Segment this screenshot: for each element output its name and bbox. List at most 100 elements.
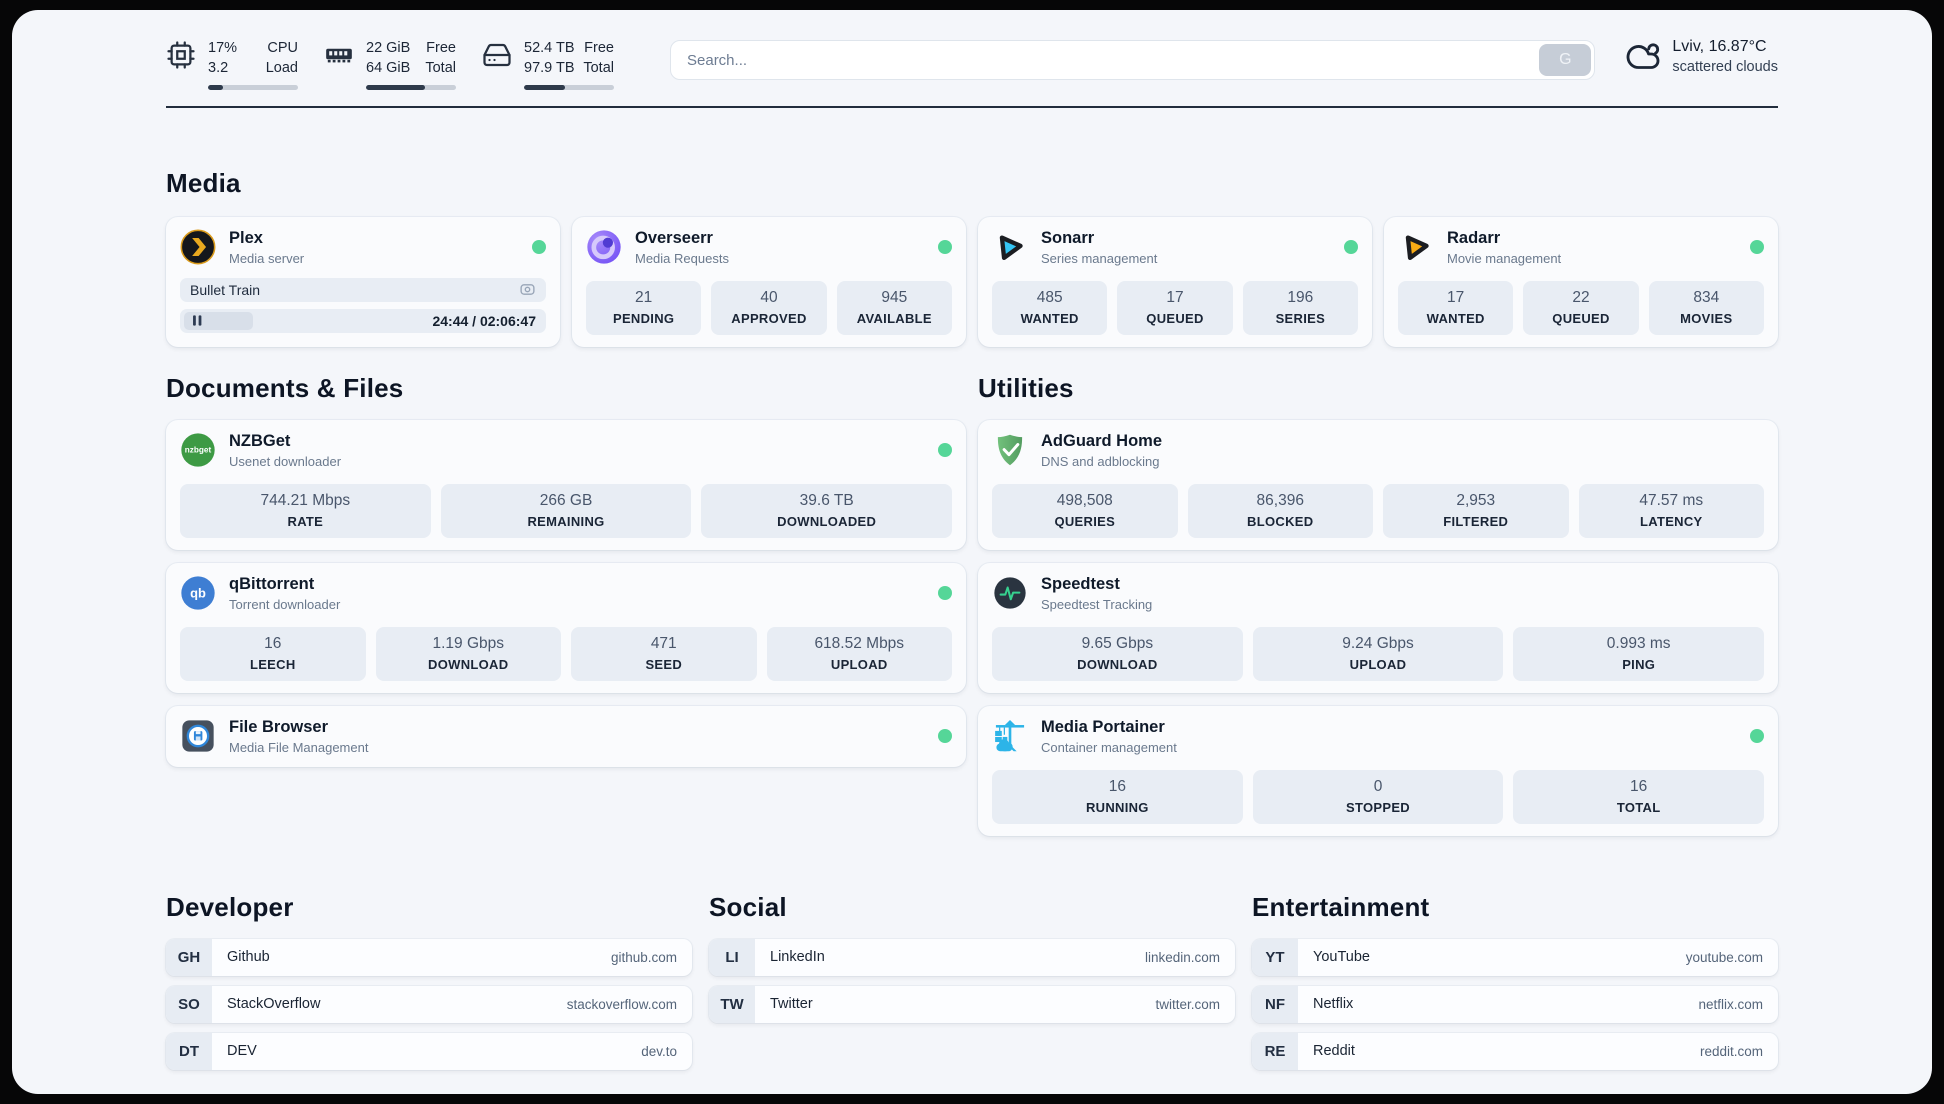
service-name: Media Portainer [1041,717,1165,736]
stat-value: 21 [635,288,653,306]
bookmark-linkedin[interactable]: LI LinkedIn linkedin.com [709,938,1235,976]
stat-box: 498,508 QUERIES [992,483,1178,538]
bookmark-abbr: YT [1252,938,1298,976]
stat-box: 0.993 ms PING [1513,626,1765,681]
service-card-nzbget[interactable]: nzbget NZBGet Usenet downloader 744.21 M… [166,419,966,550]
bookmark-github[interactable]: GH Github github.com [166,938,692,976]
service-card-qbittorrent[interactable]: qb qBittorrent Torrent downloader 16 LEEC… [166,562,966,693]
stat-label: DOWNLOAD [428,656,509,672]
stat-label: UPLOAD [830,656,888,672]
now-playing-title: Bullet Train [190,281,261,298]
cpu-progress-track [208,84,298,90]
status-dot [938,586,952,601]
bookmark-name: StackOverflow [227,996,321,1013]
bookmark-name: Twitter [770,996,813,1013]
service-desc: Container management [1041,739,1177,755]
bookmark-name: YouTube [1313,949,1370,966]
service-card-speedtest[interactable]: Speedtest Speedtest Tracking 9.65 Gbps DO… [978,562,1778,693]
stat-label: PENDING [612,310,675,326]
memory-free-label: Free [426,40,456,56]
stat-value: 39.6 TB [799,491,854,509]
stat-value: 17 [1166,288,1184,306]
developer-column: Developer GH Github github.com SO StackO… [166,892,692,1070]
bookmark-netflix[interactable]: NF Netflix netflix.com [1252,985,1778,1023]
player-progress-row: 24:44 / 02:06:47 [180,308,546,333]
stat-value: 9.65 Gbps [1081,634,1154,652]
stat-value: 0.993 ms [1606,634,1671,652]
stat-box: 196 SERIES [1242,280,1358,335]
stat-value: 40 [760,288,778,306]
stat-label: SEED [645,656,683,672]
bookmark-youtube[interactable]: YT YouTube youtube.com [1252,938,1778,976]
service-card-sonarr[interactable]: Sonarr Series management 485 WANTED 17 QUE… [978,216,1372,347]
stat-label: DOWNLOADED [777,513,877,529]
stat-box: 9.65 Gbps DOWNLOAD [992,626,1243,681]
stat-label: PING [1622,656,1656,672]
disk-progress-track [524,84,614,90]
service-card-adguard[interactable]: AdGuard Home DNS and adblocking 498,508 Q… [978,419,1778,550]
section-title-entertainment: Entertainment [1252,891,1430,922]
bookmark-name: Netflix [1313,996,1354,1013]
memory-progress-track [366,84,456,90]
stat-label: FILTERED [1443,513,1509,529]
stat-box: 744.21 Mbps RATE [180,483,431,538]
status-dot [1750,729,1764,744]
stat-box: 39.6 TB DOWNLOADED [701,483,953,538]
stat-box: 945 AVAILABLE [836,280,952,335]
status-dot [938,443,952,458]
stat-label: QUEUED [1146,310,1204,326]
cpu-progress-fill [208,84,224,90]
search-engine-button[interactable]: G [1539,44,1592,76]
stat-label: QUEUED [1552,310,1610,326]
stat-value: 9.24 Gbps [1342,634,1414,652]
bookmark-abbr: SO [166,985,212,1023]
search-input[interactable] [687,51,1540,69]
bookmark-url: netflix.com [1698,996,1763,1012]
stat-box: 9.24 Gbps UPLOAD [1252,626,1504,681]
stat-label: WANTED [1426,310,1485,326]
cpu-icon [167,41,195,69]
bookmark-twitter[interactable]: TW Twitter twitter.com [709,985,1235,1023]
section-title-documents: Documents & Files [166,372,404,403]
disk-icon [483,43,511,67]
service-card-plex[interactable]: Plex Media server Bullet Train [166,216,560,347]
stat-value: 0 [1373,777,1383,795]
service-card-radarr[interactable]: Radarr Movie management 17 WANTED 22 QUEUE… [1384,216,1778,347]
disk-free-value: 52.4 TB [524,40,575,56]
stat-box: 21 PENDING [586,280,702,335]
stat-label: STOPPED [1346,799,1410,815]
bookmark-stackoverflow[interactable]: SO StackOverflow stackoverflow.com [166,985,692,1023]
service-card-overseerr[interactable]: Overseerr Media Requests 21 PENDING 40 APP… [572,216,966,347]
stat-box: 16 TOTAL [1513,769,1765,824]
stat-box: 16 RUNNING [992,769,1243,824]
weather-widget: Lviv, 16.87°C scattered clouds [1625,38,1778,75]
service-name: NZBGet [229,431,291,450]
memory-total-value: 64 GiB [366,60,411,77]
stat-label: SERIES [1275,310,1326,326]
status-dot [938,729,952,744]
memory-free-value: 22 GiB [366,40,411,56]
nzbget-icon: nzbget [181,433,215,467]
dashboard-panel: 17% CPU 3.2 Load 22 GiB Free 64 GiB Total [12,10,1932,1094]
bookmark-url: github.com [610,949,677,965]
stat-box: 618.52 Mbps UPLOAD [766,626,952,681]
status-dot [532,240,546,255]
cpu-label: CPU [267,40,298,56]
pause-icon[interactable] [191,314,204,327]
service-name: File Browser [229,717,329,736]
stat-value: 22 [1572,288,1590,306]
stat-value: 86,396 [1256,491,1304,509]
cpu-load-label: Load [265,60,298,77]
service-card-portainer[interactable]: Media Portainer Container management 16 R… [978,705,1778,836]
service-card-filebrowser[interactable]: File Browser Media File Management [166,705,966,767]
overseerr-icon [587,230,621,264]
service-name: Speedtest [1041,574,1120,593]
bookmark-url: dev.to [641,1043,677,1059]
service-name: AdGuard Home [1041,431,1163,450]
service-desc: DNS and adblocking [1041,453,1160,469]
radarr-icon [1405,235,1429,261]
bookmark-reddit[interactable]: RE Reddit reddit.com [1252,1032,1778,1070]
qbittorrent-icon: qb [181,576,215,610]
stat-box: 16 LEECH [180,626,366,681]
bookmark-dev[interactable]: DT DEV dev.to [166,1032,692,1070]
